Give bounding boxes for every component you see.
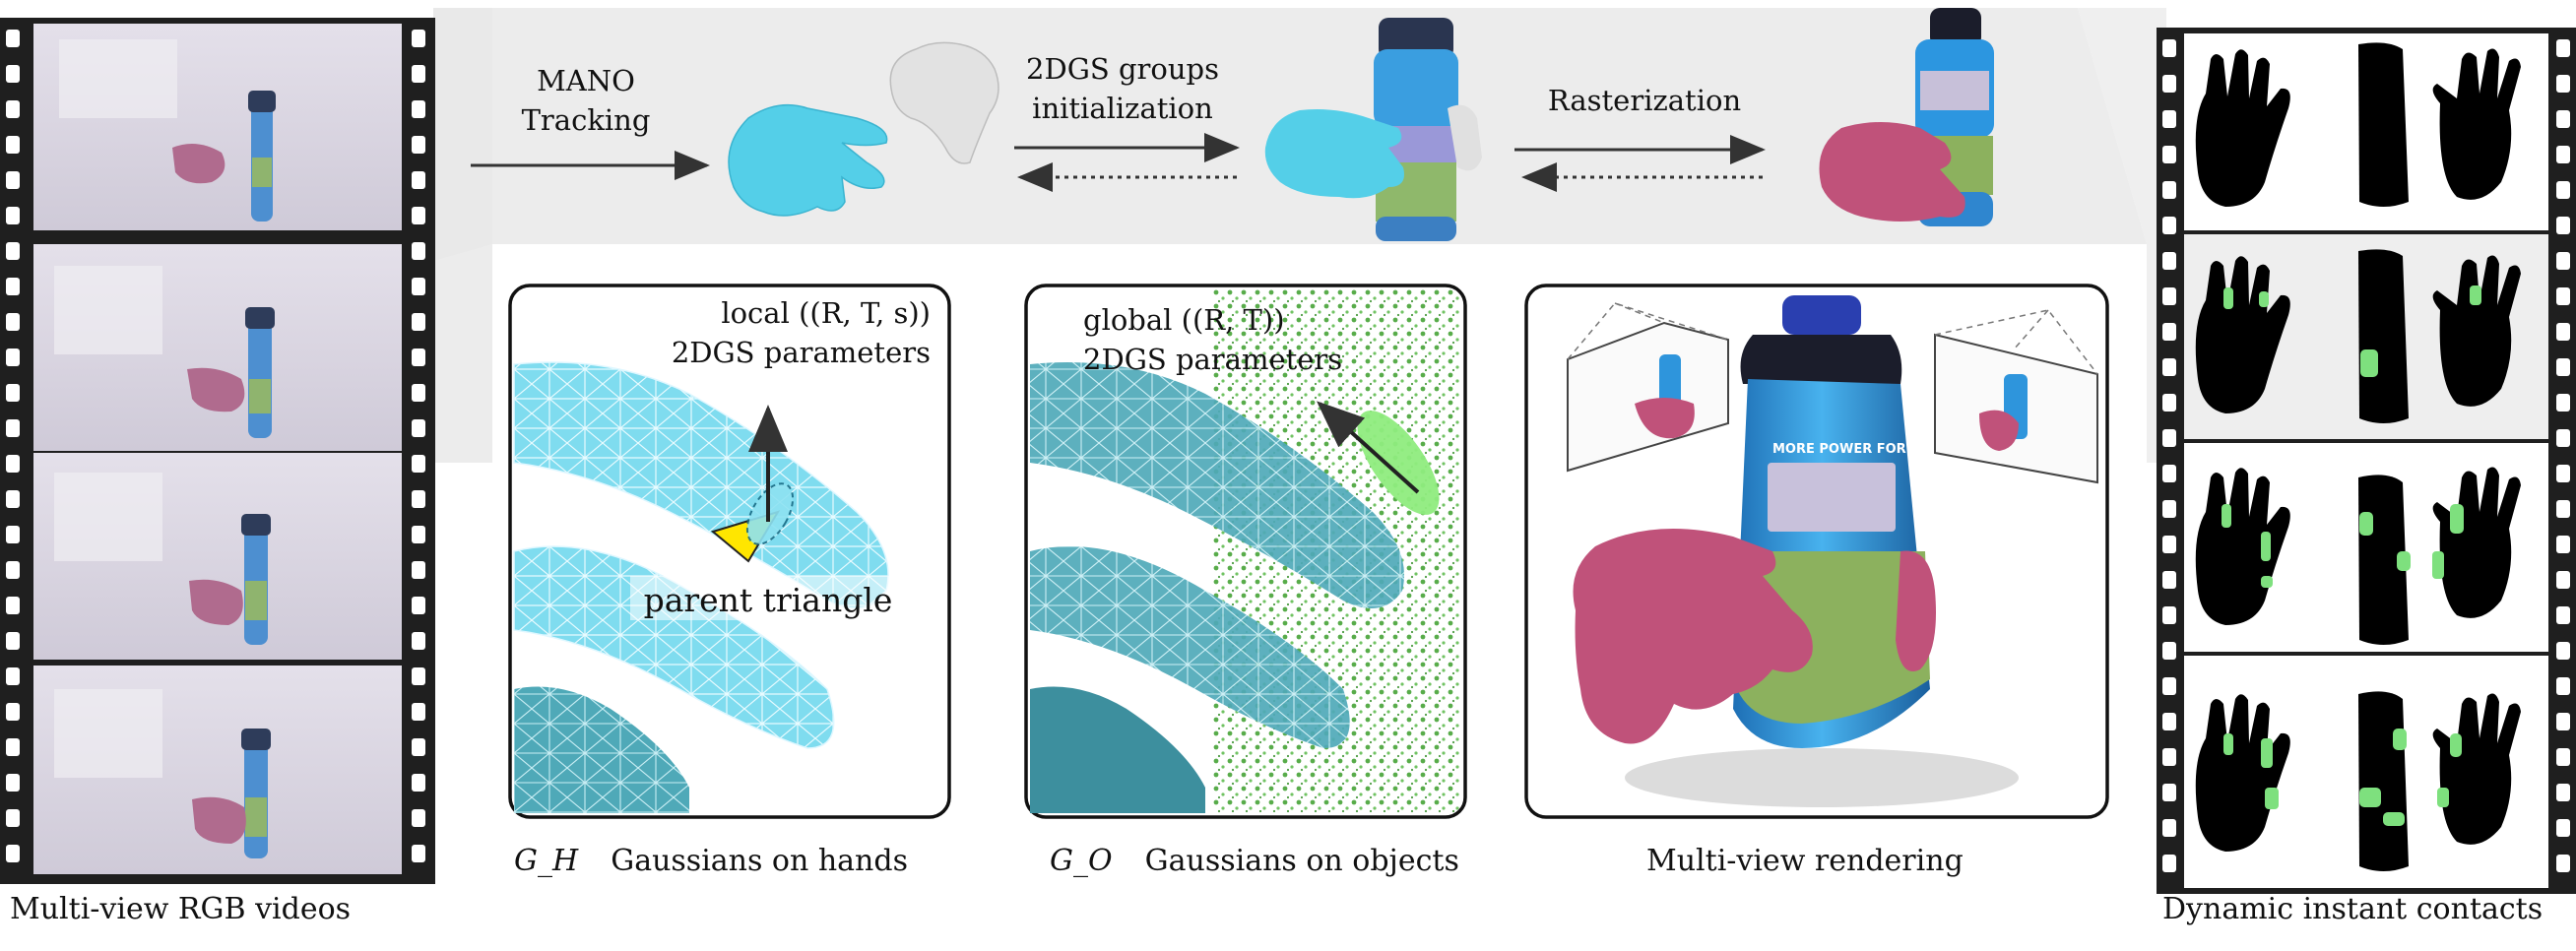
render-bottle-top bbox=[1915, 8, 1994, 226]
hands-caption-text: Gaussians on hands bbox=[611, 844, 908, 878]
objects-param-line1: global ((R, T)) bbox=[1083, 303, 1285, 337]
hands-param-line1: local ((R, T, s)) bbox=[721, 296, 931, 330]
band-shade-left bbox=[433, 8, 492, 261]
left-strip-caption: Multi-view RGB videos bbox=[10, 892, 352, 926]
left-frame-2 bbox=[33, 244, 402, 451]
objects-param-label: global ((R, T)) 2DGS parameters bbox=[1083, 300, 1369, 379]
parent-triangle-label: parent triangle bbox=[643, 581, 893, 619]
mano-tracking-label: MANO Tracking bbox=[483, 61, 689, 140]
groups-init-line2: initialization bbox=[1032, 92, 1213, 125]
objects-caption-text: Gaussians on objects bbox=[1144, 844, 1459, 878]
mano-tracking-line1: MANO bbox=[537, 64, 635, 97]
panel-objects bbox=[1024, 284, 1467, 819]
init-bottle bbox=[1374, 18, 1458, 241]
left-film-strip bbox=[0, 18, 435, 884]
hands-param-label: local ((R, T, s)) 2DGS parameters bbox=[665, 293, 931, 372]
hands-symbol: G_H bbox=[514, 844, 579, 878]
right-strip-caption: Dynamic instant contacts bbox=[2162, 892, 2544, 926]
rendering-caption: Multi-view rendering bbox=[1646, 844, 1964, 878]
panel-hands bbox=[508, 284, 951, 819]
left-frame-3 bbox=[33, 453, 402, 660]
panel-rendering: MORE POWER FOR bbox=[1524, 284, 2109, 819]
render-hand-pink bbox=[1819, 122, 1965, 222]
groups-init-label: 2DGS groups initialization bbox=[1004, 49, 1241, 128]
init-hand-cyan bbox=[1264, 109, 1404, 199]
objects-param-line2: 2DGS parameters bbox=[1083, 343, 1343, 376]
objects-caption: G_O Gaussians on objects bbox=[1050, 844, 1459, 878]
contact-row-4 bbox=[2195, 691, 2521, 871]
bottle-label: MORE POWER FOR bbox=[1772, 442, 1906, 457]
mano-hand-gray bbox=[889, 41, 999, 164]
objects-symbol: G_O bbox=[1050, 844, 1113, 878]
groups-init-line1: 2DGS groups bbox=[1026, 52, 1219, 86]
mano-tracking-line2: Tracking bbox=[521, 103, 651, 137]
hands-caption: G_H Gaussians on hands bbox=[514, 844, 908, 878]
contact-row-1 bbox=[2195, 42, 2521, 208]
band-shade-right bbox=[2078, 8, 2166, 463]
contact-row-2 bbox=[2195, 249, 2521, 423]
left-frame-4 bbox=[33, 666, 402, 874]
mano-hand-cyan bbox=[728, 103, 888, 217]
contact-row-3 bbox=[2195, 467, 2521, 645]
left-frame-1 bbox=[33, 24, 402, 230]
rasterization-label: Rasterization bbox=[1547, 84, 1742, 117]
hands-param-line2: 2DGS parameters bbox=[671, 336, 931, 369]
init-hand-gray bbox=[1448, 104, 1482, 171]
